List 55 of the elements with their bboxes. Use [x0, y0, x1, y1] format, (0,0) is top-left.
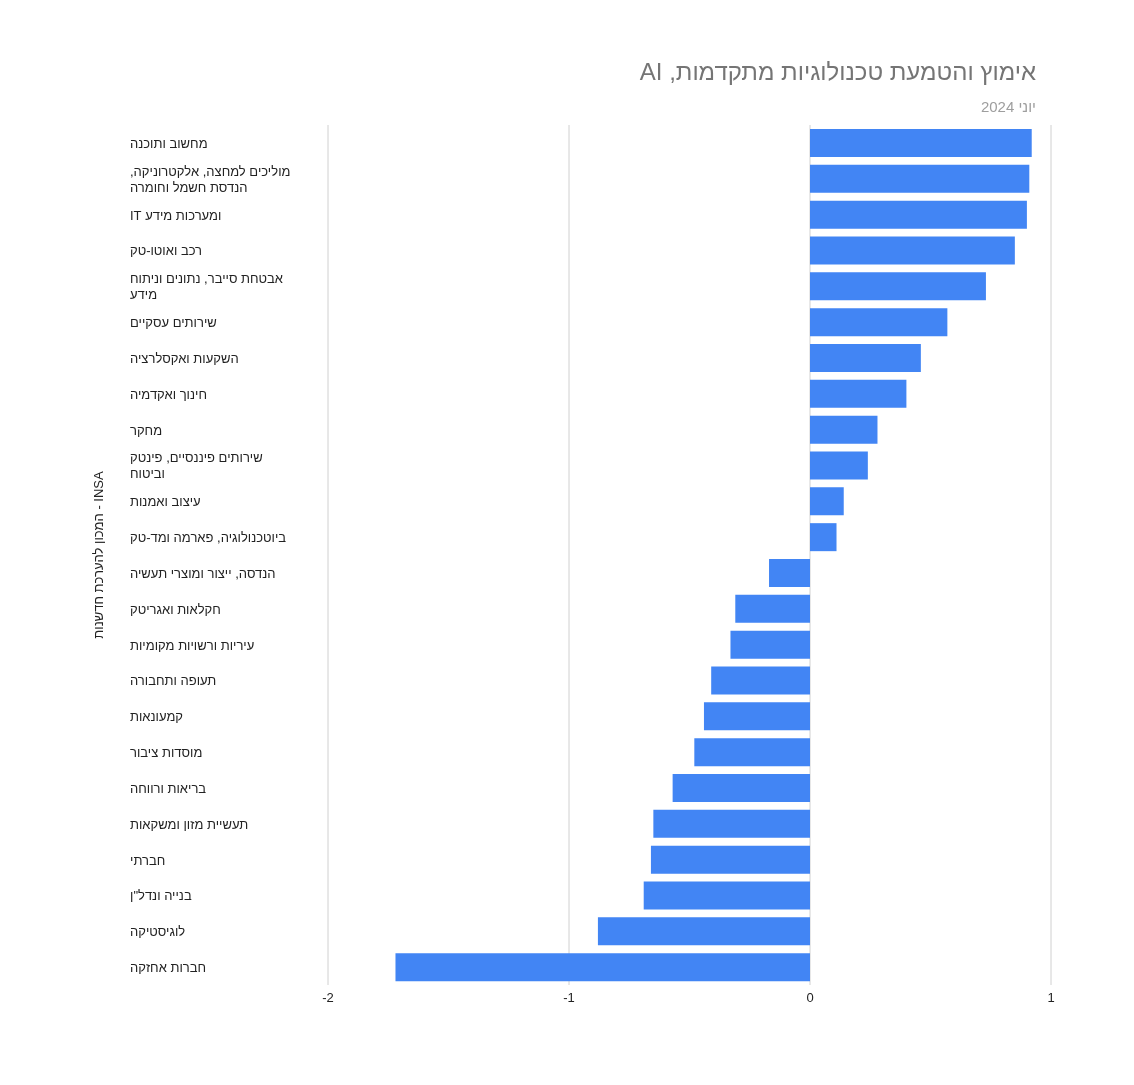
- x-tick-label: -2: [322, 990, 334, 1006]
- bar: [672, 774, 810, 802]
- bar: [810, 308, 948, 337]
- bar: [650, 845, 810, 874]
- chart-subtitle: יוני 2024: [979, 98, 1036, 115]
- y-tick-label: מוסדות ציבור: [130, 744, 203, 760]
- bar: [711, 666, 810, 695]
- y-tick-label: מחקר: [130, 422, 163, 438]
- y-tick-label: מחשוב ותוכנה: [130, 135, 208, 151]
- bar: [769, 559, 810, 587]
- y-tick-label: הנדסה, ייצור ומוצרי תעשיה: [130, 565, 276, 581]
- y-tick-label: רכב ואוטו-טק: [130, 242, 203, 258]
- y-tick-label: לוגיסטיקה: [130, 923, 186, 939]
- bar: [810, 487, 844, 516]
- bar: [810, 415, 878, 444]
- bar: [735, 594, 810, 623]
- y-axis-title: המכון להערכת חדשנות - INSA: [90, 471, 106, 639]
- y-tick-label: אבטחת סייבר, נתונים וניתוח מידע: [130, 270, 284, 302]
- y-tick-label: ביוטכנולוגיה, פארמה ומד-טק: [130, 529, 287, 545]
- bar: [643, 881, 810, 910]
- y-tick-label: מוליכים למחצה, אלקטרוניקה, הנדסת חשמל וחומרה: [130, 163, 291, 195]
- bar: [694, 738, 810, 767]
- y-tick-label: קמעונאות: [130, 708, 183, 724]
- y-tick-label: חינוך ואקדמיה: [130, 386, 207, 402]
- bar: [395, 953, 810, 982]
- y-tick-label: תעשיית מזון ומשקאות: [130, 816, 249, 832]
- bar: [810, 451, 868, 480]
- bar: [810, 236, 1015, 265]
- bar: [810, 272, 986, 301]
- y-tick-label: ומערכות מידע IT: [130, 207, 222, 223]
- y-tick-label: עיריות ורשויות מקומיות: [130, 637, 255, 653]
- y-tick-label: חקלאות ואגריטק: [130, 601, 221, 617]
- x-tick-label: 0: [806, 990, 814, 1006]
- y-tick-label: שירותים עסקיים: [130, 314, 217, 330]
- y-tick-label: שירותים פיננסיים, פינטק וביטוח: [130, 449, 263, 481]
- bar: [810, 200, 1027, 229]
- y-tick-label: חברתי: [130, 852, 166, 868]
- y-tick-label: תעופה ותחבורה: [130, 672, 217, 688]
- chart-title: אימוץ והטמעת טכנולוגיות מתקדמות, AI: [638, 58, 1036, 86]
- y-tick-label: השקעות ואקסלרציה: [130, 350, 239, 366]
- x-tick-label: 1: [1047, 990, 1055, 1006]
- bar: [810, 379, 907, 408]
- bar: [653, 809, 810, 838]
- y-tick-label: בנייה ונדל"ן: [130, 887, 192, 903]
- y-tick-label: בריאות ורווחה: [130, 780, 207, 796]
- y-tick-label: חברות אחזקה: [130, 959, 207, 975]
- bar: [730, 630, 810, 659]
- x-tick-label: -1: [563, 990, 575, 1006]
- bar: [703, 702, 810, 731]
- bar: [810, 344, 921, 372]
- bar: [810, 523, 837, 552]
- y-tick-label: עיצוב ואמנות: [130, 493, 201, 509]
- bar: [810, 164, 1030, 193]
- bar: [810, 129, 1032, 157]
- bar: [597, 917, 810, 946]
